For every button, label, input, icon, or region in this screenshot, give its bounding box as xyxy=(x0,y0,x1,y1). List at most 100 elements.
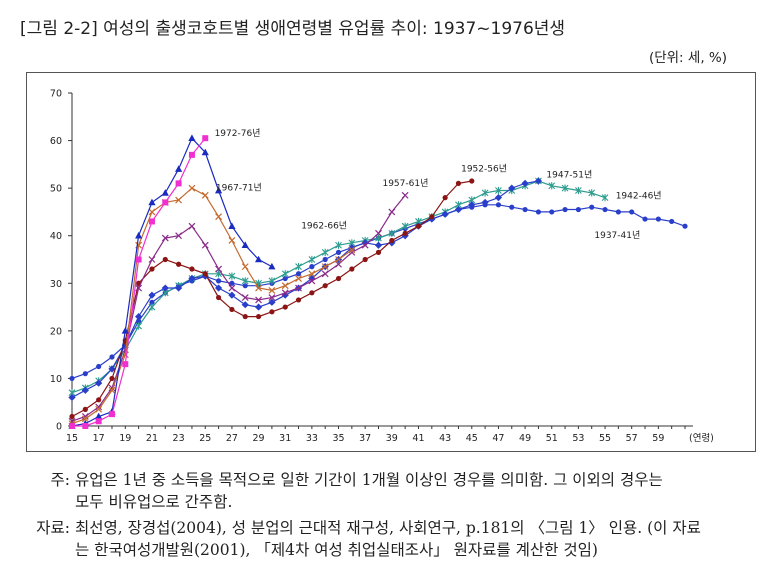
data-point xyxy=(268,286,276,294)
data-point xyxy=(361,241,369,249)
series-label: 1962-66년 xyxy=(301,221,347,232)
data-point xyxy=(228,237,236,244)
data-point xyxy=(495,202,502,208)
data-point xyxy=(415,223,422,229)
data-point xyxy=(188,134,196,141)
x-tick-label: 43 xyxy=(439,433,451,444)
data-point xyxy=(588,189,596,197)
data-point xyxy=(295,297,302,303)
y-tick-label: 10 xyxy=(50,374,62,385)
note-text-2: 모두 비유업으로 간주함. xyxy=(75,493,233,511)
data-point xyxy=(429,214,435,220)
data-point xyxy=(469,178,475,184)
data-point xyxy=(241,241,249,249)
data-point xyxy=(109,375,115,382)
data-point xyxy=(148,256,156,263)
data-point xyxy=(629,209,635,215)
data-point xyxy=(548,182,556,190)
data-point xyxy=(175,284,183,292)
data-point xyxy=(441,210,449,218)
line-chart: 0 10 20 30 40 50 60 70 15 17 19 21 23 25 27 29 31 33 35 37 3… xyxy=(50,89,714,445)
x-tick-label: 57 xyxy=(626,433,638,444)
data-point xyxy=(575,206,581,213)
series-label: 1957-61년 xyxy=(382,178,428,189)
data-point xyxy=(188,222,196,230)
data-point xyxy=(148,198,156,206)
x-tick-label: 31 xyxy=(279,433,291,444)
data-point xyxy=(335,241,342,249)
data-point xyxy=(82,371,88,377)
data-point xyxy=(148,291,156,299)
y-tick-label: 0 xyxy=(56,422,62,433)
data-point xyxy=(81,386,89,394)
x-tick-label: 59 xyxy=(652,433,664,444)
source-text-2: 는 한국여성개발원(2001), 「제4차 여성 취업실태조사」 원자료를 계산… xyxy=(75,541,598,559)
data-point xyxy=(95,403,103,411)
data-point xyxy=(269,309,275,315)
data-point xyxy=(135,322,143,330)
data-point xyxy=(268,277,276,285)
data-point xyxy=(335,275,342,282)
data-point xyxy=(228,222,236,229)
chart-title: [그림 2-2] 여성의 출생코호트별 생애연령별 유업률 추이: 1937~1… xyxy=(20,19,566,39)
x-tick-label: 37 xyxy=(359,433,371,444)
data-point xyxy=(108,411,115,418)
x-tick-label: 29 xyxy=(253,433,265,444)
data-point xyxy=(454,205,463,214)
data-point xyxy=(162,199,169,206)
data-point xyxy=(215,278,222,284)
data-point xyxy=(389,237,395,244)
source-line-2: 는 한국여성개발원(2001), 「제4차 여성 취업실태조사」 원자료를 계산… xyxy=(75,538,598,560)
data-point xyxy=(375,249,382,255)
x-tick-label: 25 xyxy=(199,433,211,444)
data-point xyxy=(295,271,302,277)
data-point xyxy=(361,239,369,247)
series-line xyxy=(71,137,273,427)
data-point xyxy=(295,275,302,282)
data-point xyxy=(148,303,156,311)
data-point xyxy=(549,209,555,215)
data-point xyxy=(268,262,276,270)
data-point xyxy=(241,294,249,301)
data-point xyxy=(241,277,249,285)
data-point xyxy=(108,365,116,373)
x-tick-label: 45 xyxy=(466,433,478,444)
series-label: 1937-41년 xyxy=(594,230,640,241)
data-point xyxy=(95,412,103,420)
note-text-1: 유업은 1년 중 소득을 목적으로 일한 기간이 1개월 이상인 경우를 의미함… xyxy=(74,471,663,489)
data-point xyxy=(255,313,262,320)
data-point xyxy=(322,256,328,263)
data-point xyxy=(229,306,235,313)
data-point xyxy=(402,230,408,236)
data-point xyxy=(602,206,608,213)
data-point xyxy=(228,284,236,292)
source-text-1: 최선영, 장경섭(2004), 성 분업의 근대적 재구성, 사회연구, p.1… xyxy=(74,519,701,537)
x-axis-label: (연령) xyxy=(689,432,714,444)
data-point xyxy=(135,312,143,321)
data-point xyxy=(176,261,182,267)
data-point xyxy=(188,274,196,283)
data-point xyxy=(189,266,195,272)
data-point xyxy=(175,196,183,204)
data-point xyxy=(202,271,208,277)
data-point xyxy=(348,244,356,252)
series-label: 1942-46년 xyxy=(616,191,662,202)
data-point xyxy=(682,223,688,229)
data-point xyxy=(215,213,223,221)
data-point xyxy=(561,184,569,192)
data-point xyxy=(188,151,195,158)
data-point xyxy=(69,413,75,420)
data-point xyxy=(161,234,169,242)
data-point xyxy=(508,184,516,192)
x-tick-label: 19 xyxy=(119,433,131,444)
source-line-1: 자료: 최선영, 장경섭(2004), 성 분업의 근대적 재구성, 사회연구,… xyxy=(28,516,701,538)
series-label: 1972-76년 xyxy=(215,128,261,139)
data-point xyxy=(575,186,582,195)
series-label: 1947-51년 xyxy=(546,170,592,181)
data-point xyxy=(281,291,289,299)
data-point xyxy=(242,283,248,289)
data-point xyxy=(322,283,328,289)
data-point xyxy=(228,272,236,280)
data-point xyxy=(388,208,396,216)
data-point xyxy=(321,270,329,278)
